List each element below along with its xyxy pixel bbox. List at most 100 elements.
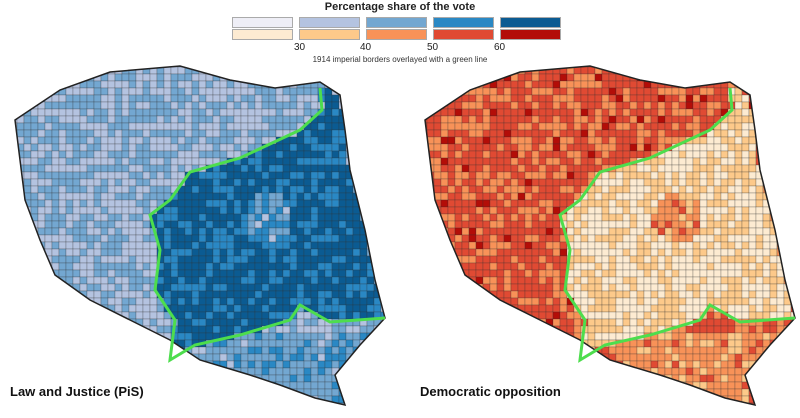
district-cell xyxy=(685,248,694,257)
district-cell xyxy=(233,220,242,229)
district-cell xyxy=(177,395,186,404)
district-cell xyxy=(170,395,179,404)
district-cell xyxy=(51,290,60,299)
district-cell xyxy=(289,381,298,390)
district-cell xyxy=(121,227,130,236)
district-cell xyxy=(388,221,395,228)
district-cell xyxy=(636,318,645,327)
district-cell xyxy=(594,143,603,152)
district-cell xyxy=(114,283,123,292)
district-cell xyxy=(713,290,722,299)
district-cell xyxy=(475,213,484,222)
district-cell xyxy=(93,66,102,68)
district-cell xyxy=(425,150,428,159)
district-cell xyxy=(107,213,116,222)
district-cell xyxy=(198,157,207,166)
district-cell xyxy=(587,234,596,243)
district-cell xyxy=(461,122,470,131)
district-cell xyxy=(345,374,354,383)
district-cell xyxy=(30,367,39,376)
district-cell xyxy=(51,248,60,257)
district-cell xyxy=(233,297,242,306)
district-cell xyxy=(685,115,694,124)
district-cell xyxy=(331,192,340,201)
district-cell xyxy=(121,157,130,166)
district-cell xyxy=(100,269,109,278)
district-cell xyxy=(16,402,25,405)
district-cell xyxy=(254,178,263,187)
district-cell xyxy=(79,164,88,173)
district-cell xyxy=(58,374,67,383)
district-cell xyxy=(233,262,242,271)
district-cell xyxy=(531,73,540,82)
district-cell xyxy=(657,164,666,173)
district-cell xyxy=(177,388,186,397)
district-cell xyxy=(475,339,484,348)
district-cell xyxy=(149,346,158,355)
district-cell xyxy=(748,255,757,264)
district-cell xyxy=(433,248,442,257)
district-cell xyxy=(212,255,221,264)
district-cell xyxy=(30,94,39,103)
district-cell xyxy=(100,115,109,124)
district-cell xyxy=(100,206,109,215)
district-cell xyxy=(121,304,130,313)
district-cell xyxy=(44,353,53,362)
district-cell xyxy=(100,374,109,383)
district-cell xyxy=(531,87,540,96)
district-cell xyxy=(538,66,547,68)
district-cell xyxy=(303,157,312,166)
district-cell xyxy=(425,136,428,145)
district-cell xyxy=(149,304,158,313)
district-cell xyxy=(366,164,375,173)
district-cell xyxy=(517,227,526,236)
district-cell xyxy=(636,234,645,243)
district-cell xyxy=(388,116,395,123)
district-cell xyxy=(727,192,736,201)
legend-swatch xyxy=(299,17,360,28)
district-cell xyxy=(510,241,519,250)
district-cell xyxy=(352,157,361,166)
district-cell xyxy=(317,227,326,236)
district-cell xyxy=(566,108,575,117)
district-cell xyxy=(226,213,235,222)
district-cell xyxy=(657,234,666,243)
district-cell xyxy=(580,255,589,264)
district-cell xyxy=(51,66,60,68)
district-cell xyxy=(615,220,624,229)
district-cell xyxy=(51,206,60,215)
district-cell xyxy=(433,339,442,348)
district-cell xyxy=(503,157,512,166)
district-cell xyxy=(538,87,547,96)
district-cell xyxy=(128,304,137,313)
district-cell xyxy=(720,269,729,278)
district-cell xyxy=(538,185,547,194)
district-cell xyxy=(121,115,130,124)
district-cell xyxy=(58,332,67,341)
district-cell xyxy=(559,108,568,117)
district-cell xyxy=(587,262,596,271)
district-cell xyxy=(275,87,284,96)
district-cell xyxy=(191,143,200,152)
district-cell xyxy=(317,367,326,376)
district-cell xyxy=(247,66,256,75)
district-cell xyxy=(503,178,512,187)
district-cell xyxy=(86,318,95,327)
district-cell xyxy=(762,136,771,145)
district-cell xyxy=(114,157,123,166)
district-cell xyxy=(135,220,144,229)
district-cell xyxy=(671,213,680,222)
district-cell xyxy=(310,185,319,194)
district-cell xyxy=(699,255,708,264)
district-cell xyxy=(331,353,340,362)
district-cell xyxy=(496,157,505,166)
district-cell xyxy=(44,297,53,306)
district-cell xyxy=(79,192,88,201)
district-cell xyxy=(226,283,235,292)
district-cell xyxy=(755,185,764,194)
district-cell xyxy=(15,66,18,75)
district-cell xyxy=(531,80,540,89)
district-cell xyxy=(425,290,428,299)
district-cell xyxy=(58,80,67,89)
